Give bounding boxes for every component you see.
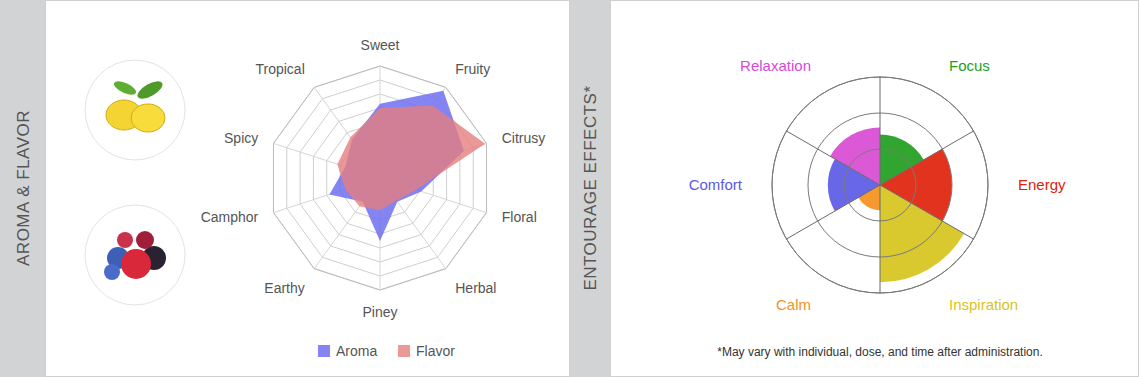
sector-line xyxy=(880,185,881,293)
sector-line xyxy=(786,131,880,185)
polar-area: Focus Energy Inspiration Calm Comfort Relaxat… xyxy=(689,57,1066,313)
sector-line xyxy=(880,77,881,185)
sector xyxy=(880,185,964,282)
category-label: Spicy xyxy=(224,130,258,146)
grid xyxy=(273,66,486,290)
sector xyxy=(830,127,880,185)
icon-frame xyxy=(85,205,185,305)
legend-label: Aroma xyxy=(336,343,377,359)
icon-berry xyxy=(104,264,120,280)
category-label: Citrusy xyxy=(502,130,546,146)
icons xyxy=(85,60,185,305)
grid xyxy=(772,77,988,293)
legend: Aroma Flavor xyxy=(318,343,455,359)
legend-swatch xyxy=(318,345,330,357)
category-label: Tropical xyxy=(255,61,304,77)
radar: Sweet Fruity Citrusy Floral Herbal Piney Earth… xyxy=(201,37,546,320)
panel-frame xyxy=(46,1,570,377)
marks xyxy=(329,91,485,241)
grid-ring xyxy=(772,77,988,293)
category-label: Inspiration xyxy=(949,296,1018,313)
panel-title: ENTOURAGE EFFECTS* xyxy=(581,85,600,290)
icon-leaf xyxy=(135,78,165,102)
category-label: Floral xyxy=(502,209,537,225)
icon-berry xyxy=(136,231,154,249)
category-label: Calm xyxy=(776,296,811,313)
category-label: Piney xyxy=(362,304,397,320)
legend-label: Flavor xyxy=(416,343,455,359)
legend-swatch xyxy=(398,345,410,357)
sector-line xyxy=(880,131,974,185)
category-label: Comfort xyxy=(689,176,743,193)
category-label: Camphor xyxy=(201,209,259,225)
category-label: Focus xyxy=(949,57,990,74)
icon-lemon xyxy=(131,104,165,132)
category-label: Earthy xyxy=(264,280,304,296)
chart-svg: AROMA & FLAVOR Sweet Fruity Citrusy Floral He… xyxy=(0,0,1140,377)
category-label: Energy xyxy=(1018,176,1066,193)
category-label: Herbal xyxy=(455,280,496,296)
band-background xyxy=(0,0,45,377)
grid-ring xyxy=(273,66,486,290)
series-area xyxy=(337,106,485,211)
icon-frame xyxy=(85,60,185,160)
panel-title: AROMA & FLAVOR xyxy=(14,110,33,266)
category-label: Relaxation xyxy=(740,57,811,74)
icon-berry xyxy=(121,249,151,279)
axis-domain xyxy=(273,66,486,290)
sector-line xyxy=(880,185,974,239)
sector-line xyxy=(786,185,880,239)
axis-domain xyxy=(772,77,988,293)
band-background xyxy=(570,0,610,377)
icon-berry xyxy=(117,232,133,248)
panel-frame xyxy=(611,1,1139,377)
footnote: *May vary with individual, dose, and tim… xyxy=(717,345,1042,359)
category-label: Fruity xyxy=(455,61,490,77)
chart-root: AROMA & FLAVOR Sweet Fruity Citrusy Floral He… xyxy=(0,0,1140,377)
icon-leaf xyxy=(112,78,138,97)
category-label: Sweet xyxy=(361,37,400,53)
